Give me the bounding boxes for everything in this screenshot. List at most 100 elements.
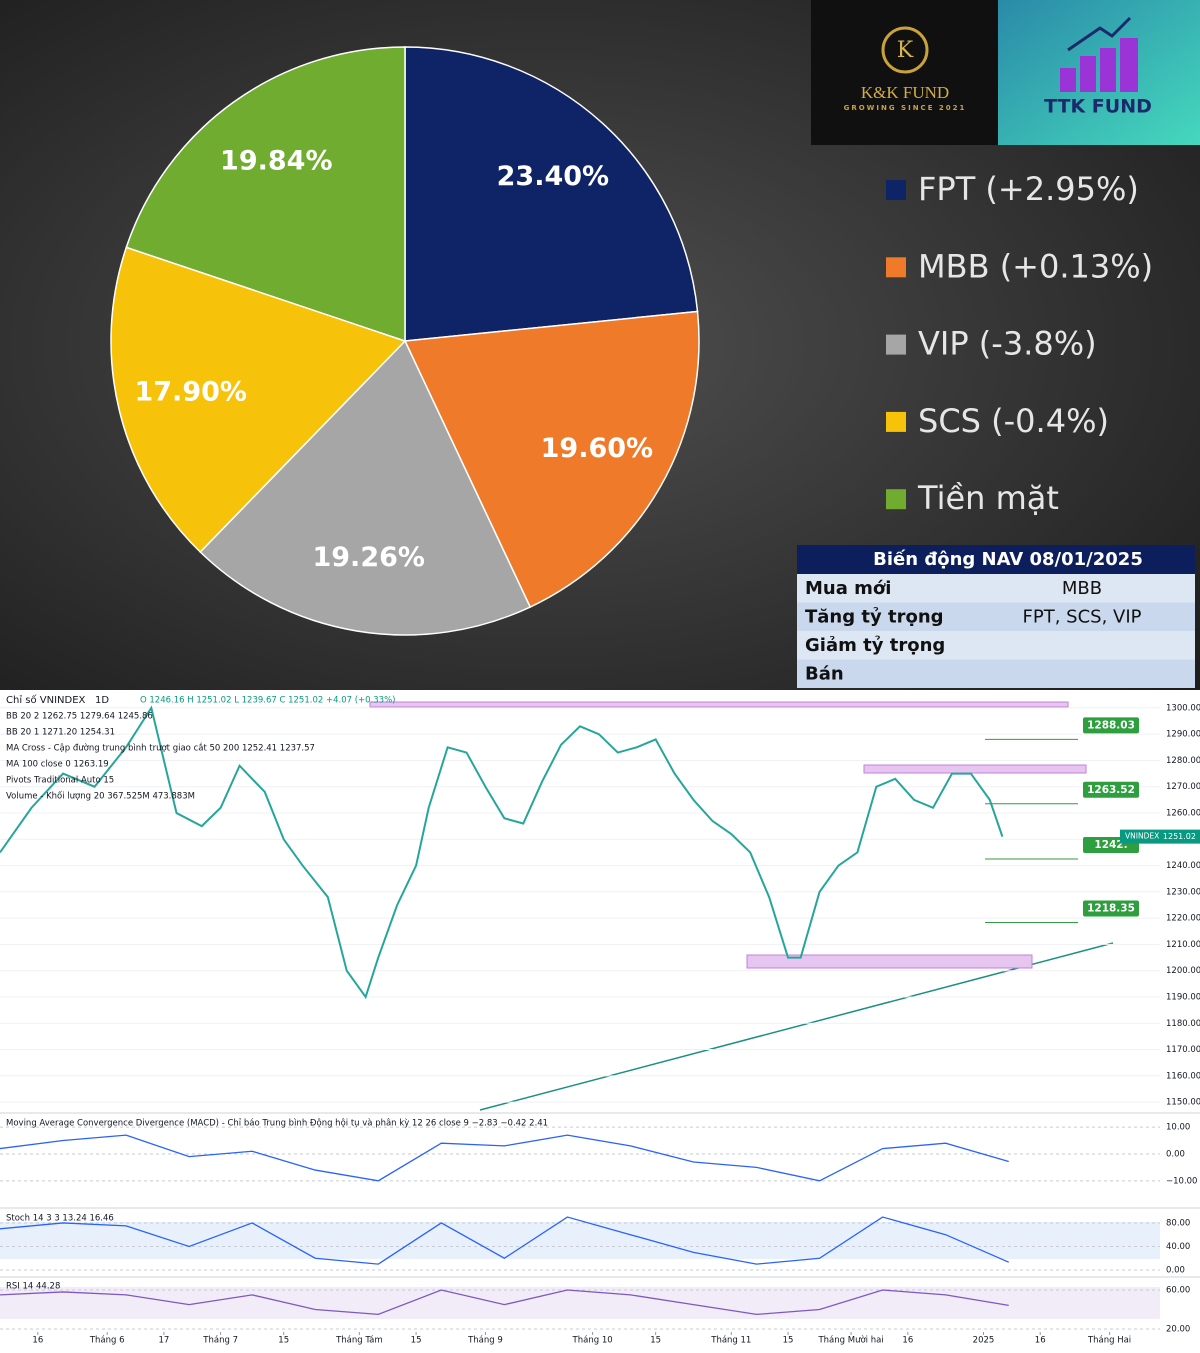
y-tick-label: 1300.00 xyxy=(1166,703,1200,713)
table-row xyxy=(797,659,1195,688)
y-tick-label: 0.00 xyxy=(1166,1149,1185,1159)
kk-name: K&K FUND xyxy=(861,83,949,102)
nav-table: Biến động NAV 08/01/2025 Mua mới MBB Tăng t… xyxy=(797,545,1195,688)
x-tick-label: Tháng Hai xyxy=(1087,1336,1131,1346)
table-cell: FPT, SCS, VIP xyxy=(1023,607,1142,628)
x-tick-label: 16 xyxy=(1035,1336,1046,1346)
table-row-label: Bán xyxy=(805,664,844,685)
pie-slice xyxy=(125,46,406,343)
zone-box xyxy=(863,764,1087,774)
slice-label: 19.60% xyxy=(541,433,653,464)
x-tick-label: Tháng 6 xyxy=(89,1336,125,1346)
x-tick-label: Tháng 7 xyxy=(202,1336,238,1346)
table-row-label: Mua mới xyxy=(805,578,891,599)
panel-title: RSI 14 44.28 xyxy=(6,1282,60,1292)
y-tick-label: 1220.00 xyxy=(1166,914,1200,924)
ttk-name: TTK FUND xyxy=(1044,96,1152,118)
level-tag xyxy=(1083,900,1139,917)
chart-title: Chỉ số VNINDEX xyxy=(6,694,86,706)
x-tick-label: 2025 xyxy=(973,1336,995,1346)
table-cell: MBB xyxy=(1062,578,1102,599)
indicator-label: Volume - Khối lượng 20 367.525M 473.883M xyxy=(6,791,195,802)
ttk-arrow xyxy=(1067,16,1132,52)
x-tick-label: 15 xyxy=(783,1336,794,1346)
y-tick-label: 1290.00 xyxy=(1166,730,1200,740)
level-tag xyxy=(1083,781,1139,798)
x-tick-label: 16 xyxy=(32,1336,43,1346)
ohlc: O 1246.16 H 1251.02 L 1239.67 C 1251.02 … xyxy=(140,696,395,706)
kk-emblem xyxy=(881,26,929,74)
table-row xyxy=(797,574,1195,603)
legend-swatch xyxy=(886,489,906,510)
legend-swatch xyxy=(886,257,906,278)
y-tick-label: 60.00 xyxy=(1166,1286,1190,1296)
table-row-label: Tăng tỷ trọng xyxy=(805,607,944,628)
pie-slice xyxy=(403,310,700,609)
legend-label: SCS (-0.4%) xyxy=(918,402,1109,440)
legend-swatch xyxy=(886,411,906,432)
slice-label: 17.90% xyxy=(134,377,246,408)
indicator-label: BB 20 1 1271.20 1254.31 xyxy=(6,728,115,738)
x-tick-label: 16 xyxy=(902,1336,913,1346)
level-label: 1242. xyxy=(1094,839,1127,851)
ttk-emblem xyxy=(1060,38,1138,92)
table-title: Biến động NAV 08/01/2025 xyxy=(873,549,1143,570)
ttk-logo xyxy=(998,0,1200,145)
y-tick-label: −10.00 xyxy=(1166,1176,1197,1186)
y-tick-label: 20.00 xyxy=(1166,1325,1190,1335)
table-header xyxy=(797,545,1195,574)
rsi-band xyxy=(0,1287,1160,1319)
y-tick-label: 10.00 xyxy=(1166,1123,1190,1133)
table-row xyxy=(797,602,1195,631)
y-tick-label: 40.00 xyxy=(1166,1242,1190,1252)
kk-letter: K xyxy=(897,38,914,63)
interval: 1D xyxy=(95,695,109,706)
series-line xyxy=(0,705,1004,1000)
x-tick-label: Tháng 11 xyxy=(710,1336,751,1346)
panel-title: Moving Average Convergence Divergence (M… xyxy=(6,1118,548,1129)
indicator-label: MA 100 close 0 1263.19 xyxy=(6,760,109,770)
y-tick-label: 1240.00 xyxy=(1166,861,1200,871)
series-line xyxy=(0,1216,1009,1265)
x-tick-label: Tháng Mười hai xyxy=(817,1335,883,1346)
x-tick-label: 15 xyxy=(650,1336,661,1346)
y-tick-label: 1150.00 xyxy=(1166,1098,1200,1108)
stoch-band xyxy=(0,1222,1160,1259)
level-tag xyxy=(1083,717,1139,734)
pie-slice xyxy=(404,46,699,342)
last-price-tag xyxy=(1120,829,1200,844)
y-tick-label: 1170.00 xyxy=(1166,1045,1200,1055)
y-tick-label: 1190.00 xyxy=(1166,992,1200,1002)
slice-label: 19.26% xyxy=(312,542,424,573)
slice-label: 19.84% xyxy=(220,145,332,176)
table-row xyxy=(797,631,1195,660)
y-tick-label: 1160.00 xyxy=(1166,1071,1200,1081)
y-tick-label: 1210.00 xyxy=(1166,940,1200,950)
kk-tagline: GROWING SINCE 2021 xyxy=(844,104,967,112)
level-label: 1218.35 xyxy=(1087,902,1135,914)
series-line xyxy=(0,1134,1009,1182)
legend-label: VIP (-3.8%) xyxy=(918,325,1097,363)
y-tick-label: 1180.00 xyxy=(1166,1019,1200,1029)
legend-swatch xyxy=(886,180,906,200)
x-tick-label: 17 xyxy=(158,1336,169,1346)
last-name: VNINDEX xyxy=(1125,832,1159,841)
x-tick-label: Tháng 10 xyxy=(572,1336,613,1346)
legend-swatch xyxy=(886,334,906,355)
y-tick-label: 80.00 xyxy=(1166,1218,1190,1228)
pie-slice xyxy=(110,246,407,554)
panel-title: Stoch 14 3 3 13.24 16.46 xyxy=(6,1214,114,1224)
series-line xyxy=(0,1289,1009,1316)
level-label: 1288.03 xyxy=(1087,719,1135,731)
last-price: 1251.02 xyxy=(1163,832,1196,841)
legend-label: FPT (+2.95%) xyxy=(918,170,1139,208)
zone-box xyxy=(369,701,1069,708)
slice-label: 23.40% xyxy=(497,161,609,192)
indicator-label: BB 20 2 1262.75 1279.64 1245.86 xyxy=(6,712,153,722)
zone-box xyxy=(746,954,1033,969)
legend-label: Tiền mặt xyxy=(917,479,1059,517)
pie-slice xyxy=(199,339,532,636)
x-tick-label: 15 xyxy=(278,1336,289,1346)
